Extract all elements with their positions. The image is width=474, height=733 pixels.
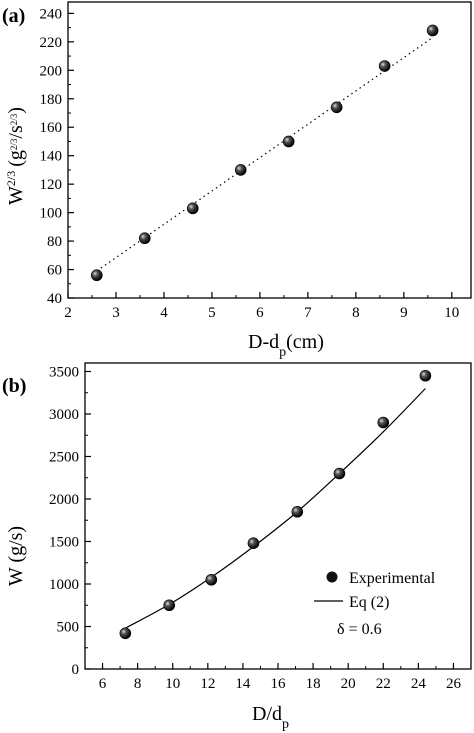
plot-frame-a (67, 1, 472, 299)
x-tick-label-b: 22 (376, 676, 391, 692)
x-tick-label-b: 20 (341, 676, 356, 692)
legend-label-experimental: Experimental (349, 570, 436, 587)
data-point-b (377, 416, 390, 429)
y-axis-title-a: W2/3(g2/3/s2/3) (4, 107, 27, 205)
x-tick-label-a: 10 (444, 305, 459, 321)
y-tick-label-a: 240 (40, 6, 63, 22)
data-point-a (90, 269, 103, 282)
x-tick-label-a: 4 (160, 305, 168, 321)
fit-line-a (96, 37, 433, 272)
y-tick-label-a: 220 (40, 35, 63, 51)
x-tick-label-a: 3 (112, 305, 120, 321)
y-tick-label-a: 80 (47, 234, 62, 250)
y-tick-label-a: 120 (40, 177, 63, 193)
x-axis-title-a: D-dp(cm) (248, 331, 324, 360)
x-tick-label-b: 6 (99, 676, 107, 692)
x-tick-label-a: 9 (400, 305, 408, 321)
x-tick-label-a: 8 (352, 305, 360, 321)
data-point-b (291, 505, 304, 518)
data-point-a (282, 135, 295, 148)
x-tick-label-a: 5 (208, 305, 216, 321)
data-point-b (205, 573, 218, 586)
y-tick-label-b: 2000 (49, 492, 79, 508)
x-tick-label-b: 12 (200, 676, 215, 692)
y-tick-label-b: 2500 (49, 450, 79, 466)
legend-marker-experimental (326, 571, 338, 583)
y-tick-label-a: 200 (40, 63, 63, 79)
data-point-b (333, 467, 346, 480)
y-tick-label-a: 40 (47, 291, 62, 307)
y-tick-label-a: 140 (40, 149, 63, 165)
panel-label-a: (a) (2, 5, 25, 27)
x-tick-label-b: 18 (306, 676, 321, 692)
x-tick-label-a: 7 (304, 305, 312, 321)
data-point-a (138, 232, 151, 245)
y-tick-label-a: 160 (40, 120, 63, 136)
x-tick-label-b: 16 (271, 676, 287, 692)
panel-b: 6 8 10 12 14 16 18 20 22 24 26 0 500 1000 1500 2000 2500… (2, 362, 472, 732)
x-tick-label-b: 24 (411, 676, 427, 692)
x-tick-label-b: 26 (446, 676, 462, 692)
x-tick-label-b: 10 (165, 676, 180, 692)
y-tick-label-b: 500 (57, 620, 80, 636)
data-point-a (378, 60, 391, 72)
data-point-a (234, 164, 247, 176)
x-tick-label-a: 2 (64, 305, 72, 321)
plot-frame-b (84, 362, 472, 670)
y-tick-label-b: 3500 (49, 365, 79, 381)
data-point-b (163, 599, 176, 612)
legend-label-eq2: Eq (2) (349, 594, 389, 611)
data-point-a (186, 202, 199, 215)
y-tick-label-b: 0 (72, 662, 80, 678)
y-tick-label-a: 180 (40, 92, 63, 108)
x-tick-label-b: 8 (134, 676, 142, 692)
y-axis-title-b: W (g/s) (5, 526, 27, 586)
y-tick-label-b: 1000 (49, 577, 79, 593)
x-tick-label-a: 6 (256, 305, 264, 321)
data-point-b (419, 369, 432, 382)
annotation-delta: δ = 0.6 (337, 621, 382, 638)
panel-a: 2 3 4 5 6 7 8 9 10 40 60 80 100 120 140 160 180 200 220 240… (2, 1, 472, 360)
y-tick-label-a: 100 (40, 206, 63, 222)
data-point-a (330, 101, 343, 114)
x-axis-title-b: D/dp (252, 703, 289, 732)
data-point-b (119, 627, 132, 640)
y-tick-label-a: 60 (47, 263, 62, 279)
y-tick-label-b: 1500 (49, 535, 79, 551)
x-tick-label-b: 14 (235, 676, 251, 692)
data-point-b (247, 537, 260, 550)
data-point-a (426, 24, 439, 37)
panel-label-b: (b) (2, 375, 26, 397)
y-tick-label-b: 3000 (49, 407, 79, 423)
legend-b: Experimental Eq (2) δ = 0.6 (314, 570, 436, 638)
